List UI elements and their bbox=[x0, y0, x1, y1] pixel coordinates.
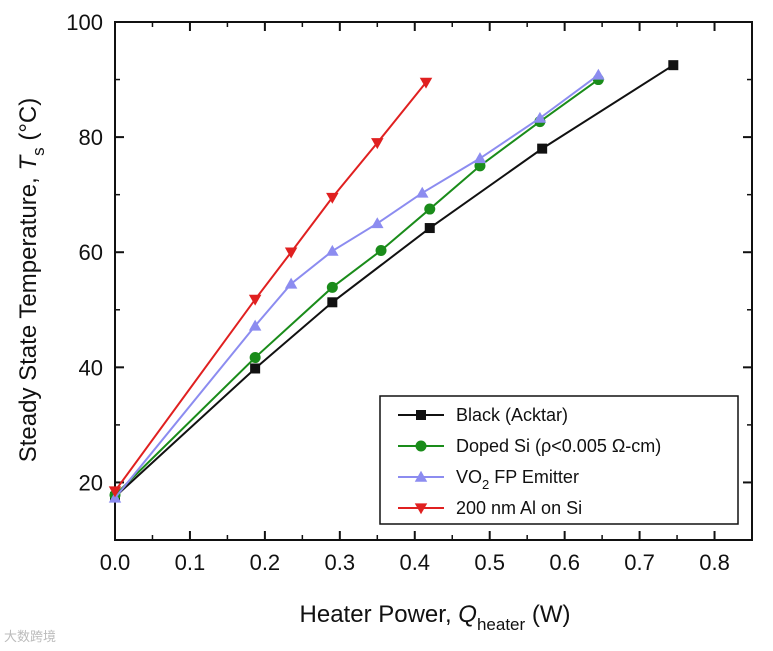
data-point bbox=[419, 77, 433, 89]
data-point bbox=[248, 319, 262, 331]
data-point bbox=[108, 486, 122, 498]
x-tick-label: 0.1 bbox=[175, 550, 206, 575]
legend-item: VO2 FP Emitter bbox=[398, 467, 579, 492]
data-point bbox=[473, 152, 487, 164]
legend-label: Black (Acktar) bbox=[456, 405, 568, 425]
data-point bbox=[375, 244, 387, 256]
data-point bbox=[414, 470, 428, 482]
data-point bbox=[284, 247, 298, 259]
x-tick-label: 0.6 bbox=[549, 550, 580, 575]
x-tick-label: 0.3 bbox=[325, 550, 356, 575]
data-point bbox=[327, 297, 338, 308]
legend: Black (Acktar)Doped Si (ρ<0.005 Ω-cm)VO2… bbox=[379, 395, 739, 525]
data-point bbox=[250, 363, 261, 374]
data-point bbox=[416, 410, 426, 420]
data-point bbox=[415, 440, 427, 452]
x-axis-title: Heater Power, Qheater (W) bbox=[300, 601, 571, 634]
watermark: 大数跨境 bbox=[4, 629, 57, 644]
y-tick-label: 80 bbox=[79, 125, 103, 150]
series-triangle-down bbox=[108, 77, 433, 498]
data-point bbox=[537, 143, 548, 154]
y-axis-title: Steady State Temperature, Ts (°C) bbox=[15, 98, 48, 463]
x-tick-label: 0.7 bbox=[624, 550, 655, 575]
data-point bbox=[248, 294, 262, 306]
series-line bbox=[114, 64, 674, 498]
data-point bbox=[414, 503, 428, 515]
legend-item: Black (Acktar) bbox=[398, 405, 568, 425]
data-point bbox=[371, 138, 384, 150]
series-line bbox=[114, 81, 427, 492]
legend-label-sub: 2 bbox=[482, 477, 489, 492]
axis-ticks: 0.0 0.1 0.2 0.3 0.4 0.5 0.6 0.7 0.8 20 40 60 80 100 bbox=[66, 10, 752, 575]
x-tick-label: 0.4 bbox=[399, 550, 430, 575]
x-tick-label: 0.8 bbox=[699, 550, 730, 575]
plot-frame bbox=[114, 21, 753, 541]
x-tick-label: 0.0 bbox=[100, 550, 131, 575]
legend-label-text: Doped Si (ρ<0.005 Ω-cm) bbox=[456, 436, 661, 456]
data-point bbox=[326, 192, 339, 204]
data-point bbox=[424, 223, 435, 234]
legend-label: Doped Si (ρ<0.005 Ω-cm) bbox=[456, 436, 661, 456]
y-tick-label: 20 bbox=[79, 470, 103, 495]
plot-area bbox=[114, 21, 753, 541]
data-point bbox=[533, 111, 547, 123]
data-point bbox=[249, 352, 261, 364]
data-point bbox=[424, 203, 436, 215]
legend-label-text: 200 nm Al on Si bbox=[456, 498, 582, 518]
y-tick-label: 60 bbox=[79, 240, 103, 265]
data-point bbox=[474, 160, 486, 172]
legend-label-text: VO bbox=[456, 467, 482, 487]
data-point bbox=[284, 277, 298, 289]
data-point bbox=[592, 68, 605, 80]
data-point bbox=[371, 217, 384, 229]
data-series bbox=[108, 60, 679, 503]
y-tick-label: 40 bbox=[79, 355, 103, 380]
legend-label-text: Black (Acktar) bbox=[456, 405, 568, 425]
x-tick-label: 0.2 bbox=[250, 550, 281, 575]
data-point bbox=[326, 281, 338, 293]
series-line bbox=[114, 78, 599, 496]
data-point bbox=[326, 244, 339, 256]
y-tick-label: 100 bbox=[66, 10, 103, 35]
legend-box bbox=[379, 395, 739, 525]
data-point bbox=[668, 60, 679, 71]
legend-label: 200 nm Al on Si bbox=[456, 498, 582, 518]
legend-label-suffix: FP Emitter bbox=[489, 467, 579, 487]
legend-item: Doped Si (ρ<0.005 Ω-cm) bbox=[398, 436, 661, 456]
legend-label: VO2 FP Emitter bbox=[456, 467, 579, 492]
data-point bbox=[416, 186, 429, 198]
legend-item: 200 nm Al on Si bbox=[398, 498, 582, 518]
x-tick-label: 0.5 bbox=[474, 550, 505, 575]
